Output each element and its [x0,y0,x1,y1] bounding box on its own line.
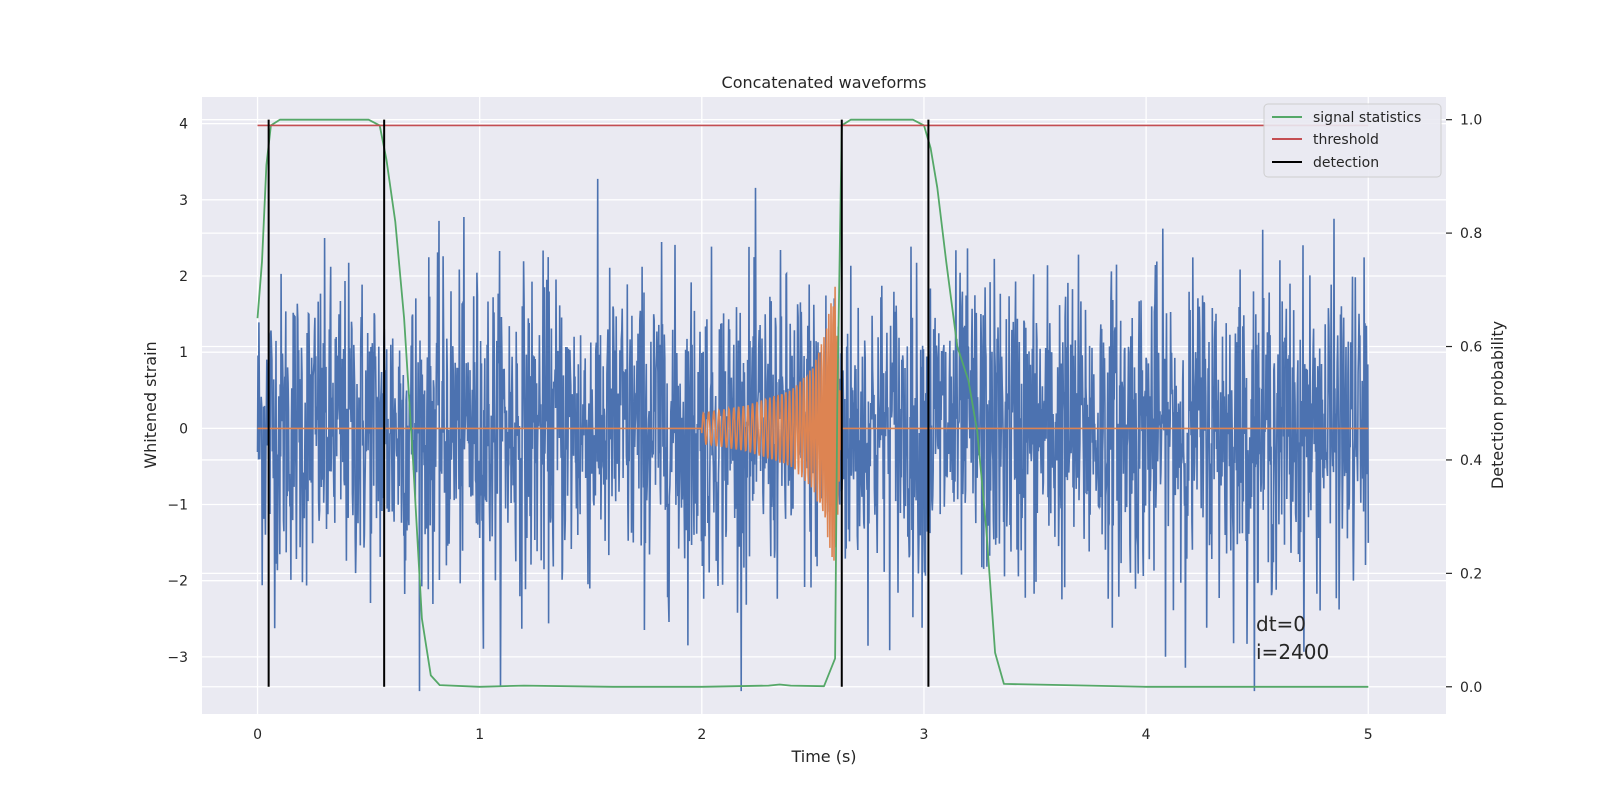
y-tick-label: −3 [167,650,188,666]
x-tick-label: 0 [253,727,262,743]
y-axis-label: Whitened strain [141,341,160,468]
annotation-dt: dt=0 [1256,612,1306,636]
data-layer [256,118,1370,692]
ticks: 0 1 2 3 4 5 −3 −2 −1 0 1 2 3 4 0.0 0.2 0.4 0.6 0.8 1.0 [167,113,1482,743]
annotation-i: i=2400 [1256,640,1329,664]
x-tick-label: 5 [1364,727,1373,743]
legend: signal statistics threshold detection [1263,103,1442,178]
y-right-tick-label: 0.2 [1460,566,1482,582]
y-right-tick-label: 0.6 [1460,340,1482,356]
chart-title: Concatenated waveforms [722,73,927,92]
y-right-tick-label: 0.4 [1460,453,1482,469]
x-tick-label: 2 [697,727,706,743]
y-tick-label: −2 [167,574,188,590]
legend-label-signal-statistics: signal statistics [1313,110,1421,126]
series-signal-statistics [256,118,1369,688]
x-tick-label: 1 [475,727,484,743]
series-injected-signal [257,286,1369,561]
x-axis-label: Time (s) [790,747,856,766]
y-right-tick-label: 0.8 [1460,226,1482,242]
x-tick-label: 3 [920,727,929,743]
y-tick-label: −1 [167,498,188,514]
legend-label-threshold: threshold [1313,132,1379,148]
y-right-tick-label: 0.0 [1460,680,1482,696]
y-tick-label: 4 [179,117,188,133]
y-axis-right-label: Detection probability [1488,321,1507,489]
series-strain [256,178,1370,692]
y-tick-label: 3 [179,193,188,209]
legend-label-detection: detection [1313,155,1379,171]
y-tick-label: 0 [179,421,188,437]
y-right-tick-label: 1.0 [1460,113,1482,129]
x-tick-label: 4 [1142,727,1151,743]
y-tick-label: 1 [179,345,188,361]
y-tick-label: 2 [179,269,188,285]
legend-box [1263,103,1442,178]
